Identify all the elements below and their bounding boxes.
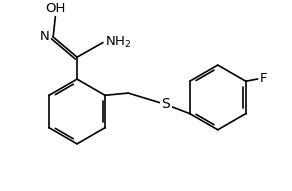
Text: F: F	[260, 73, 267, 86]
Text: NH$_2$: NH$_2$	[105, 35, 132, 50]
Text: S: S	[161, 97, 170, 112]
Text: N: N	[40, 30, 50, 43]
Text: OH: OH	[45, 2, 66, 15]
